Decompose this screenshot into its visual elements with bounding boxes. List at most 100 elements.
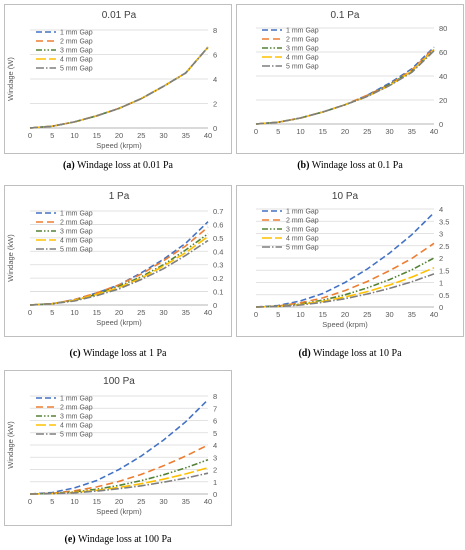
legend-label: 5 mm Gap	[60, 432, 93, 439]
x-tick-label: 15	[93, 131, 101, 140]
x-tick-label: 0	[28, 308, 32, 317]
y-axis-title: Windage (kW)	[6, 421, 15, 469]
x-tick-label: 40	[430, 127, 438, 136]
y-tick-label: 20	[439, 96, 447, 105]
x-tick-label: 5	[50, 308, 54, 317]
legend-label: 2 mm Gap	[286, 37, 319, 44]
legend-label: 3 mm Gap	[286, 227, 319, 234]
legend-label: 2 mm Gap	[60, 220, 93, 227]
x-tick-label: 20	[115, 131, 123, 140]
series-line-3	[255, 257, 435, 308]
series-line-1	[29, 399, 209, 495]
caption-text-d: Windage loss at 10 Pa	[313, 348, 402, 359]
chart-b: 0.1 Pa 0 20 40 60 80 0 5 10 15 20 25 30 35 40 1 mm Gap 2…	[236, 4, 464, 154]
y-tick-label: 1.5	[439, 266, 449, 275]
y-tick-label: 0.5	[439, 291, 449, 300]
caption-label-d: (d)	[298, 348, 311, 359]
x-tick-label: 5	[50, 497, 54, 506]
legend-label: 4 mm Gap	[286, 55, 319, 62]
x-tick-label: 40	[204, 308, 212, 317]
caption-b: (b) Windage loss at 0.1 Pa	[236, 160, 464, 171]
legend-label: 5 mm Gap	[286, 64, 319, 71]
x-tick-label: 20	[341, 310, 349, 319]
legend-label: 1 mm Gap	[286, 28, 319, 35]
y-tick-label: 0	[213, 490, 217, 499]
series-line-5	[29, 472, 209, 495]
chart-panel-c: 1 Pa 0 0.1 0.2 0.3 0.4 0.5 0.6 0.7 0 5 10 15 20 25 30 35…	[4, 185, 232, 337]
y-tick-label: 0	[213, 124, 217, 133]
y-tick-label: 0.3	[213, 261, 223, 270]
caption-text-a: Windage loss at 0.01 Pa	[77, 160, 173, 171]
chart-title: 10 Pa	[332, 191, 359, 202]
y-tick-label: 0	[439, 120, 443, 129]
caption-c: (c) Windage loss at 1 Pa	[4, 348, 232, 359]
legend-label: 4 mm Gap	[60, 423, 93, 430]
x-tick-label: 10	[70, 497, 78, 506]
x-tick-label: 30	[159, 308, 167, 317]
x-tick-label: 25	[137, 131, 145, 140]
x-tick-label: 35	[408, 310, 416, 319]
series-line-2	[255, 242, 435, 308]
y-tick-label: 4	[213, 441, 217, 450]
x-tick-label: 30	[159, 497, 167, 506]
chart-title: 100 Pa	[103, 376, 135, 387]
series-line-3	[29, 458, 209, 495]
y-tick-label: 3	[439, 230, 443, 239]
legend-label: 2 mm Gap	[286, 218, 319, 225]
y-tick-label: 0.6	[213, 220, 223, 229]
legend-label: 5 mm Gap	[60, 247, 93, 254]
y-tick-label: 1	[213, 478, 217, 487]
legend-label: 1 mm Gap	[60, 396, 93, 403]
legend-label: 3 mm Gap	[60, 229, 93, 236]
y-axis-title: Windage (kW)	[6, 234, 15, 282]
chart-a: 0.01 Pa 0 2 4 6 8 0 5 10 15 20 25 30 35 40 Speed (krpm)…	[4, 4, 232, 154]
chart-e: 100 Pa 0 1 2 3 4 5 6 7 8 0 5 10 15 20 25 30 35 40 Speed (kr…	[4, 370, 232, 526]
y-tick-label: 0.4	[213, 247, 223, 256]
caption-label-e: (e)	[64, 534, 76, 545]
x-tick-label: 15	[319, 310, 327, 319]
y-tick-label: 0	[439, 303, 443, 312]
x-tick-label: 25	[363, 127, 371, 136]
x-axis-title: Speed (krpm)	[96, 141, 142, 150]
y-tick-label: 6	[213, 51, 217, 60]
x-tick-label: 20	[115, 497, 123, 506]
caption-d: (d) Windage loss at 10 Pa	[236, 348, 464, 359]
y-tick-label: 40	[439, 72, 447, 81]
y-tick-label: 4	[213, 75, 217, 84]
x-tick-label: 15	[319, 127, 327, 136]
x-tick-label: 35	[182, 308, 190, 317]
x-tick-label: 10	[70, 308, 78, 317]
y-tick-label: 7	[213, 404, 217, 413]
series-line-5	[255, 50, 435, 125]
x-tick-label: 0	[254, 310, 258, 319]
chart-panel-b: 0.1 Pa 0 20 40 60 80 0 5 10 15 20 25 30 35 40 1 mm Gap 2…	[236, 4, 464, 154]
x-tick-label: 15	[93, 497, 101, 506]
x-tick-label: 25	[363, 310, 371, 319]
y-tick-label: 6	[213, 417, 217, 426]
caption-text-e: Windage loss at 100 Pa	[77, 534, 172, 545]
caption-label-a: (a)	[63, 160, 75, 171]
x-tick-label: 10	[296, 310, 304, 319]
x-tick-label: 5	[276, 127, 280, 136]
caption-text-b: Windage loss at 0.1 Pa	[311, 160, 403, 171]
x-tick-label: 15	[93, 308, 101, 317]
chart-panel-a: 0.01 Pa 0 2 4 6 8 0 5 10 15 20 25 30 35 40 Speed (krpm)…	[4, 4, 232, 154]
chart-c: 1 Pa 0 0.1 0.2 0.3 0.4 0.5 0.6 0.7 0 5 10 15 20 25 30 35…	[4, 185, 232, 337]
legend-label: 1 mm Gap	[60, 30, 93, 37]
x-tick-label: 5	[276, 310, 280, 319]
y-tick-label: 1	[439, 279, 443, 288]
legend-label: 3 mm Gap	[286, 46, 319, 53]
y-axis-title: Windage (W)	[6, 57, 15, 101]
x-tick-label: 20	[115, 308, 123, 317]
legend-label: 4 mm Gap	[286, 236, 319, 243]
legend-label: 1 mm Gap	[286, 209, 319, 216]
x-tick-label: 35	[182, 131, 190, 140]
series-line-2	[29, 444, 209, 495]
y-tick-label: 4	[439, 205, 443, 214]
x-tick-label: 40	[204, 131, 212, 140]
x-tick-label: 25	[137, 497, 145, 506]
x-tick-label: 30	[385, 127, 393, 136]
x-tick-label: 0	[28, 497, 32, 506]
y-tick-label: 2	[213, 100, 217, 109]
